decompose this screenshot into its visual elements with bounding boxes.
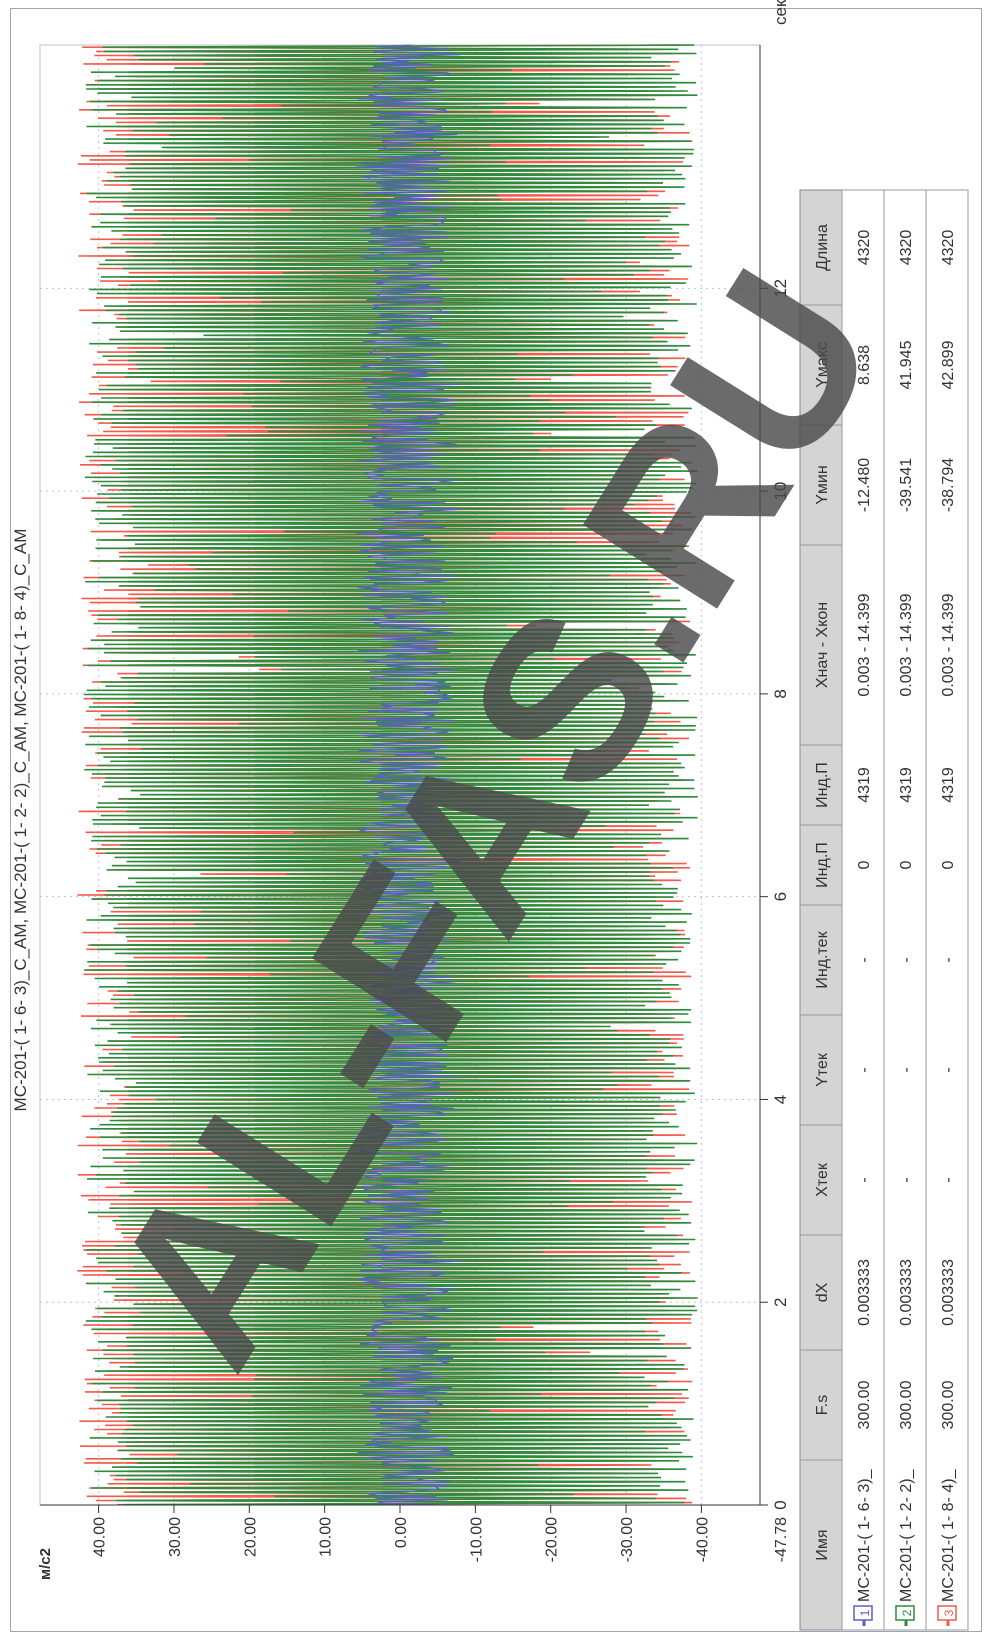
table-cell: 0.003333 [856,1259,873,1326]
table-header-cell: Длина [814,224,831,271]
y-tick-label: 10.00 [318,1517,335,1557]
table-header-cell: dX [814,1282,831,1302]
table-cell: 4319 [898,767,915,803]
axes: 0 2 4 6 8 10 12 40.00 30.00 20.00 10.00 0.00 -10.00 -… [40,45,790,1562]
x-tick-label: 2 [771,1297,790,1306]
y-tick-label: -10.00 [468,1517,485,1562]
x-tick-label: 0 [771,1500,790,1509]
table-cell: 0 [898,860,915,869]
table-cell: - [856,957,873,962]
table-cell: - [940,1067,957,1072]
series-marker-box [895,1605,915,1621]
table-header-cell: Хнач - Хкон [814,602,831,688]
table-cell: 4319 [940,767,957,803]
table-cell: 0.003 - 14.399 [940,593,957,696]
table-cell: 4320 [940,230,957,266]
table-cell: 0.003 - 14.399 [898,593,915,696]
table-cell: 8.638 [856,345,873,385]
y-tick-label: -20.00 [544,1517,561,1562]
table-cell: - [940,957,957,962]
series-index: 2 [900,1609,914,1616]
y-tick-label: 40.00 [92,1517,109,1557]
x-tick-label: 8 [771,689,790,698]
y-axis-label: м/с2 [37,1548,54,1580]
y-tick-label: 20.00 [242,1517,259,1557]
series-line-2 [83,44,698,1506]
table-header-cell: Xтек [814,1162,831,1197]
x-tick-label: 6 [771,892,790,901]
table-row [925,189,969,1631]
table-cell: 0.003 - 14.399 [856,593,873,696]
x-axis-unit: сек. [771,0,790,25]
table-header-cell: Имя [814,1529,831,1560]
series-index: 3 [942,1609,956,1616]
table-cell: 0 [856,860,873,869]
x-tick-label: 10 [771,482,790,501]
table-cell: -12.480 [856,458,873,512]
table-cell: -38.794 [940,458,957,512]
y-tick-label: 30.00 [167,1517,184,1557]
table-cell: - [898,1177,915,1182]
table-cell: 300.00 [898,1380,915,1429]
y-tick-label: -30.00 [619,1517,636,1562]
table-header-cell: Инд.П [814,762,831,808]
table-cell: 0.003333 [940,1259,957,1326]
table-cell: 0.003333 [898,1259,915,1326]
table-cell: МС-201-( 1- 6- 3)_ [856,1468,873,1602]
x-tick-label: 4 [771,1095,790,1104]
legend-table: Имя F.s dX Xтек Yтек Инд.тек Инд.П Инд.П Хнач - … [799,189,969,1631]
series-layer [77,44,698,1506]
chart-frame [10,8,982,1632]
table-cell: 4320 [856,230,873,266]
series-marker-box [853,1605,873,1621]
table-cell: МС-201-( 1- 8- 4)_ [940,1468,957,1602]
table-cell: 0 [940,860,957,869]
x-tick-label: 12 [771,279,790,298]
table-cell: - [856,1177,873,1182]
table-header-cell: F.s [814,1395,831,1415]
table-cell: - [856,1067,873,1072]
table-header-cell: Yтек [814,1052,831,1087]
table-header-cell: Инд.тек [814,930,831,988]
table-header-cell: Инд.П [814,842,831,888]
table-cell: 42.899 [940,340,957,389]
table-cell: - [898,1067,915,1072]
chart-title: МС-201-( 1- 6- 3)_С_АМ, МС-201-( 1- 2- 2… [11,529,30,1112]
y-tick-label: -40.00 [694,1517,711,1562]
table-cell: 4320 [898,230,915,266]
table-cell: 300.00 [940,1380,957,1429]
table-header-cell: Yмин [814,465,831,504]
table-cell: - [940,1177,957,1182]
table-cell: МС-201-( 1- 2- 2)_ [898,1468,915,1602]
table-header-cell: Yмакс [814,342,831,388]
table-cell: - [898,957,915,962]
table-cell: 4319 [856,767,873,803]
series-index: 1 [858,1609,872,1616]
series-marker-box [937,1605,957,1621]
y-min-label: -47.78 [773,1517,790,1562]
y-tick-label: 0.00 [393,1517,410,1548]
series-line-1 [354,44,462,1506]
table-cell: 41.945 [898,340,915,389]
table-cell: 300.00 [856,1380,873,1429]
table-cell: -39.541 [898,458,915,512]
